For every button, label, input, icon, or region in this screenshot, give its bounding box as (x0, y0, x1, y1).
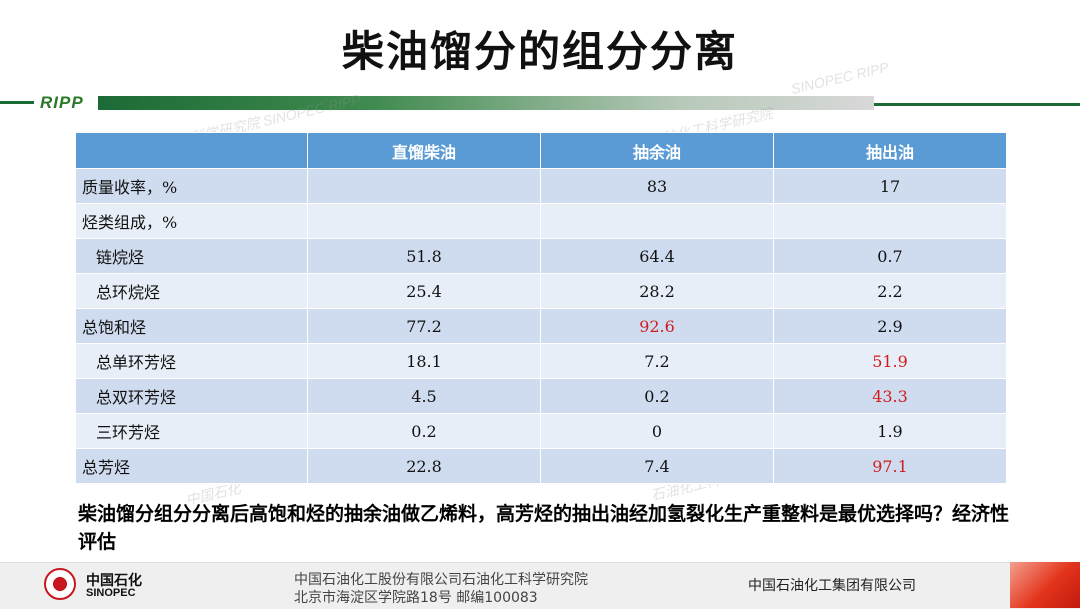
table-cell: 77.2 (307, 308, 541, 344)
table-header-cell (75, 132, 308, 169)
footer-org: 中国石油化工股份有限公司石油化工科学研究院 (294, 572, 588, 588)
table-row: 总环烷烃 25.4 28.2 2.2 (75, 273, 1007, 309)
table-cell: 0 (540, 413, 774, 449)
table-header-row: 直馏柴油 抽余油 抽出油 (75, 132, 1007, 169)
row-label: 三环芳烃 (75, 413, 308, 449)
table-header-cell: 抽余油 (540, 132, 774, 169)
table-cell: 2.9 (773, 308, 1007, 344)
table-cell: 97.1 (773, 448, 1007, 484)
header-band-left (0, 101, 34, 104)
row-label: 总双环芳烃 (75, 378, 308, 414)
table-cell: 51.8 (307, 238, 541, 274)
table-cell (773, 203, 1007, 239)
table-cell: 4.5 (307, 378, 541, 414)
sinopec-logo-icon (44, 568, 76, 600)
table-cell: 25.4 (307, 273, 541, 309)
table-cell: 18.1 (307, 343, 541, 379)
slide-note: 柴油馏分组分分离后高饱和烃的抽余油做乙烯料，高芳烃的抽出油经加氢裂化生产重整料是… (78, 503, 1010, 553)
table-row: 三环芳烃 0.2 0 1.9 (75, 413, 1007, 449)
row-label: 总芳烃 (75, 448, 308, 484)
table-row: 链烷烃 51.8 64.4 0.7 (75, 238, 1007, 274)
table-cell: 2.2 (773, 273, 1007, 309)
table-cell: 1.9 (773, 413, 1007, 449)
table-cell: 22.8 (307, 448, 541, 484)
table-cell: 51.9 (773, 343, 1007, 379)
header-gradient-band (98, 96, 874, 110)
table-cell: 7.4 (540, 448, 774, 484)
table-header-cell: 直馏柴油 (307, 132, 541, 169)
footer-corner-decoration (1010, 562, 1080, 608)
table-row: 总饱和烃 77.2 92.6 2.9 (75, 308, 1007, 344)
table-cell: 28.2 (540, 273, 774, 309)
footer-bar (0, 562, 1080, 609)
composition-table: 直馏柴油 抽余油 抽出油 质量收率，% 83 17 烃类组成，% 链烷烃 51.8 64.4… (75, 132, 1007, 484)
footer-address: 北京市海淀区学院路18号 邮编100083 (294, 590, 538, 606)
slide-title: 柴油馏分的组分分离 (341, 27, 738, 76)
table-cell: 0.7 (773, 238, 1007, 274)
table-cell: 64.4 (540, 238, 774, 274)
table-row: 烃类组成，% (75, 203, 1007, 239)
table-row: 总双环芳烃 4.5 0.2 43.3 (75, 378, 1007, 414)
row-label: 链烷烃 (75, 238, 308, 274)
table-row: 总芳烃 22.8 7.4 97.1 (75, 448, 1007, 484)
table-cell (307, 168, 541, 204)
header-band-right (874, 103, 1080, 106)
table-cell: 92.6 (540, 308, 774, 344)
table-cell: 0.2 (540, 378, 774, 414)
footer-group: 中国石油化工集团有限公司 (748, 578, 916, 594)
footer-logo-cn: 中国石化 (86, 573, 142, 589)
table-cell: 17 (773, 168, 1007, 204)
table-row: 质量收率，% 83 17 (75, 168, 1007, 204)
row-label: 质量收率，% (75, 168, 308, 204)
table-cell (307, 203, 541, 239)
footer-logo-en: SINOPEC (86, 587, 136, 599)
table-header-cell: 抽出油 (773, 132, 1007, 169)
table-cell: 0.2 (307, 413, 541, 449)
table-row: 总单环芳烃 18.1 7.2 51.9 (75, 343, 1007, 379)
table-cell: 7.2 (540, 343, 774, 379)
row-label: 总单环芳烃 (75, 343, 308, 379)
row-label: 总饱和烃 (75, 308, 308, 344)
table-cell (540, 203, 774, 239)
row-label: 总环烷烃 (75, 273, 308, 309)
ripp-logo: RIPP (40, 93, 84, 112)
row-label: 烃类组成，% (75, 203, 308, 239)
table-cell: 43.3 (773, 378, 1007, 414)
table-cell: 83 (540, 168, 774, 204)
